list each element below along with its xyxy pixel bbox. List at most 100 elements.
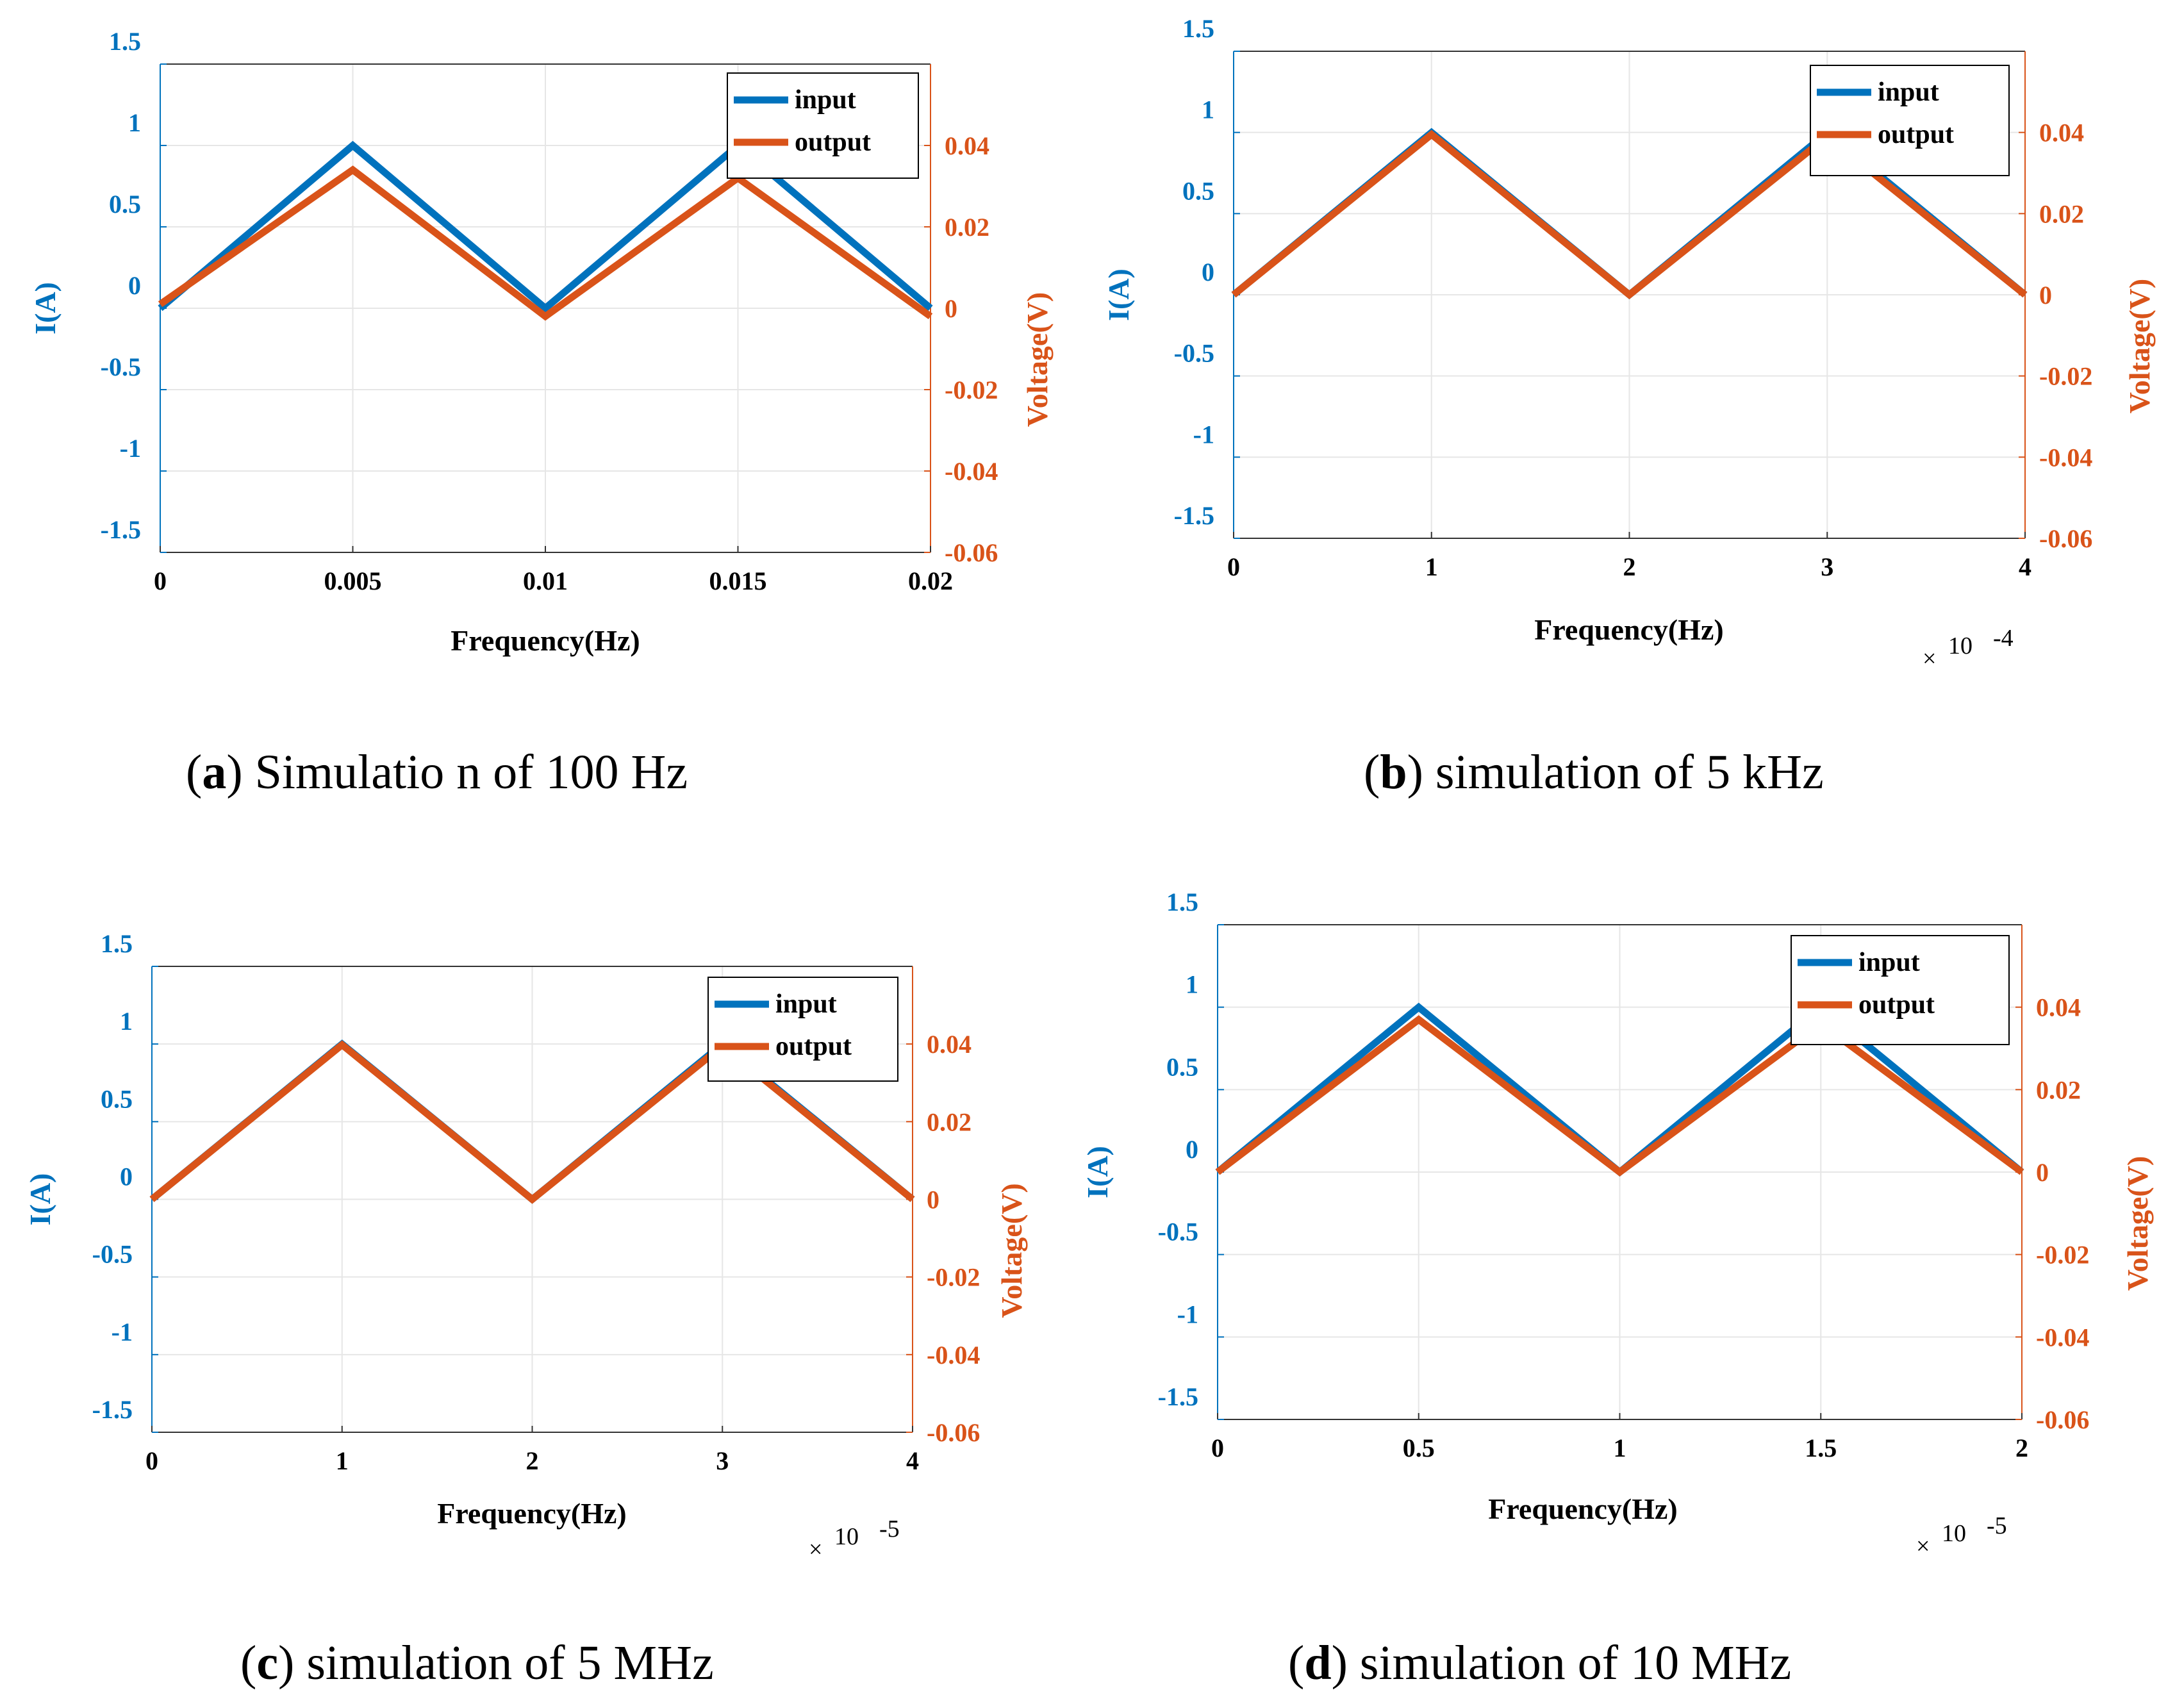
- x-tick-label: 0.005: [324, 566, 382, 595]
- y-axis-label-right: Voltage(V): [1021, 292, 1054, 427]
- y-tick-label-left: 1: [128, 108, 141, 137]
- y-tick-label-left: -1.5: [1158, 1382, 1198, 1411]
- y-tick-label-right: -0.04: [945, 457, 998, 486]
- y-axis-label-right: Voltage(V): [995, 1183, 1028, 1318]
- x-axis-label: Frequency(Hz): [1488, 1492, 1678, 1525]
- x-tick-label: 0.015: [709, 566, 767, 595]
- y-tick-label-left: -0.5: [1174, 339, 1214, 368]
- x-exponent-power: -5: [1987, 1512, 2007, 1539]
- y-tick-label-left: 0.5: [1182, 176, 1214, 205]
- legend-box: [1791, 935, 2010, 1045]
- x-exponent: × 10 -5: [1916, 1512, 2007, 1560]
- x-exponent-base: 10: [1948, 633, 1973, 659]
- y-tick-label-left: 1: [120, 1007, 133, 1036]
- x-exponent-base: 10: [834, 1523, 859, 1550]
- y-tick-label-left: -0.5: [92, 1240, 133, 1269]
- legend: input output: [727, 72, 919, 179]
- y-tick-label-right: 0: [945, 294, 957, 323]
- x-axis-label: Frequency(Hz): [1534, 613, 1724, 646]
- x-tick-label: 4: [2019, 552, 2031, 581]
- legend: input output: [707, 977, 898, 1082]
- x-tick-label: 0.5: [1403, 1434, 1435, 1462]
- y-tick-label-left: 1.5: [109, 27, 141, 56]
- caption: (d) simulation of 10 MHz: [1288, 1636, 1791, 1690]
- panel-c: 0 1 2 3 4 -1.5 -1 -0.5 0 0.5 1 1.5 -0.06 -0.04 -0.02 0 0…: [24, 929, 1028, 1690]
- y-tick-label-right: -0.04: [2036, 1323, 2089, 1352]
- legend-box: [707, 977, 898, 1082]
- x-tick-label: 4: [906, 1446, 919, 1475]
- x-tick-label: 2: [1623, 552, 1636, 581]
- y-tick-label-left: -0.5: [101, 352, 141, 381]
- y-tick-label-right: -0.06: [2036, 1405, 2089, 1434]
- series-line-output: [1231, 129, 2028, 300]
- y-tick-label-right: -0.02: [945, 376, 998, 404]
- y-tick-label-right: -0.04: [927, 1341, 980, 1369]
- x-tick-label: 1: [1614, 1434, 1626, 1462]
- x-exponent-power: -4: [1993, 625, 2014, 652]
- y-tick-label-right: -0.06: [927, 1418, 980, 1447]
- legend: input output: [1810, 65, 2010, 176]
- x-tick-label: 0.01: [523, 566, 568, 595]
- y-tick-label-right: 0.04: [2036, 993, 2081, 1022]
- x-tick-label: 0: [154, 566, 167, 595]
- y-tick-label-right: 0.04: [927, 1030, 972, 1059]
- y-axis-label-right: Voltage(V): [2121, 1156, 2154, 1291]
- y-tick-label-right: -0.02: [2039, 362, 2092, 391]
- legend: input output: [1791, 935, 2010, 1045]
- legend-box: [727, 72, 919, 179]
- series-line-output: [149, 1040, 915, 1204]
- x-tick-label: 1.5: [1805, 1434, 1837, 1462]
- y-tick-label-right: -0.02: [927, 1263, 980, 1292]
- y-tick-label-left: -1.5: [101, 515, 141, 544]
- y-tick-label-left: 0: [1202, 258, 1214, 286]
- series-line-output: [1215, 1015, 2024, 1177]
- y-tick-label-left: 1: [1202, 95, 1214, 124]
- y-tick-label-right: -0.06: [2039, 524, 2092, 553]
- y-tick-label-left: -1: [1177, 1300, 1198, 1328]
- x-exponent-base: 10: [1942, 1520, 1966, 1547]
- y-tick-label-right: 0.04: [945, 131, 989, 160]
- y-tick-label-left: 0.5: [109, 190, 141, 219]
- y-tick-label-left: 0: [1186, 1135, 1198, 1164]
- y-tick-label-right: 0.02: [2036, 1075, 2081, 1104]
- y-tick-label-right: 0.02: [945, 213, 989, 242]
- legend-label-input: input: [775, 989, 837, 1019]
- y-axis-label-left: I(A): [24, 1173, 56, 1226]
- legend-label-output: output: [1858, 990, 1935, 1020]
- y-tick-label-right: 0.02: [2039, 199, 2084, 228]
- y-tick-label-left: 1: [1186, 970, 1198, 999]
- legend-label-input: input: [1878, 78, 1939, 107]
- panel-a: 0 0.005 0.01 0.015 0.02 -1.5 -1 -0.5 0 0.5 1 1.5 -0.…: [29, 27, 1054, 799]
- y-tick-label-right: 0: [2036, 1158, 2049, 1187]
- y-tick-label-right: -0.02: [2036, 1241, 2089, 1269]
- series-line-input: [158, 140, 933, 313]
- legend-label-input: input: [795, 85, 856, 115]
- x-axis-label: Frequency(Hz): [437, 1497, 627, 1530]
- y-tick-label-right: 0: [927, 1186, 939, 1214]
- y-tick-label-left: -1.5: [92, 1395, 133, 1424]
- x-exponent-times: ×: [1923, 645, 1936, 672]
- y-tick-label-left: 0.5: [101, 1084, 133, 1113]
- x-tick-label: 0.02: [908, 566, 953, 595]
- legend-label-output: output: [795, 128, 871, 157]
- y-tick-label-left: 1.5: [1182, 14, 1214, 43]
- y-axis-label-left: I(A): [1081, 1146, 1114, 1198]
- x-tick-label: 1: [1425, 552, 1438, 581]
- legend-box: [1810, 65, 2010, 176]
- legend-label-output: output: [1878, 120, 1954, 149]
- legend-label-output: output: [775, 1032, 852, 1061]
- y-tick-label-right: 0.04: [2039, 119, 2084, 147]
- y-tick-label-right: -0.06: [945, 538, 998, 567]
- y-tick-label-left: -1: [1193, 420, 1214, 449]
- x-tick-label: 2: [2015, 1434, 2028, 1462]
- y-tick-label-left: -1: [120, 434, 141, 463]
- legend-label-input: input: [1858, 948, 1920, 977]
- x-tick-label: 3: [1821, 552, 1833, 581]
- y-tick-label-left: 1.5: [1166, 888, 1198, 916]
- series-line-output: [158, 165, 933, 321]
- x-tick-label: 0: [145, 1446, 158, 1475]
- x-exponent: × 10 -4: [1923, 625, 2014, 672]
- y-tick-label-left: 0: [120, 1162, 133, 1191]
- y-tick-label-left: -1.5: [1174, 501, 1214, 530]
